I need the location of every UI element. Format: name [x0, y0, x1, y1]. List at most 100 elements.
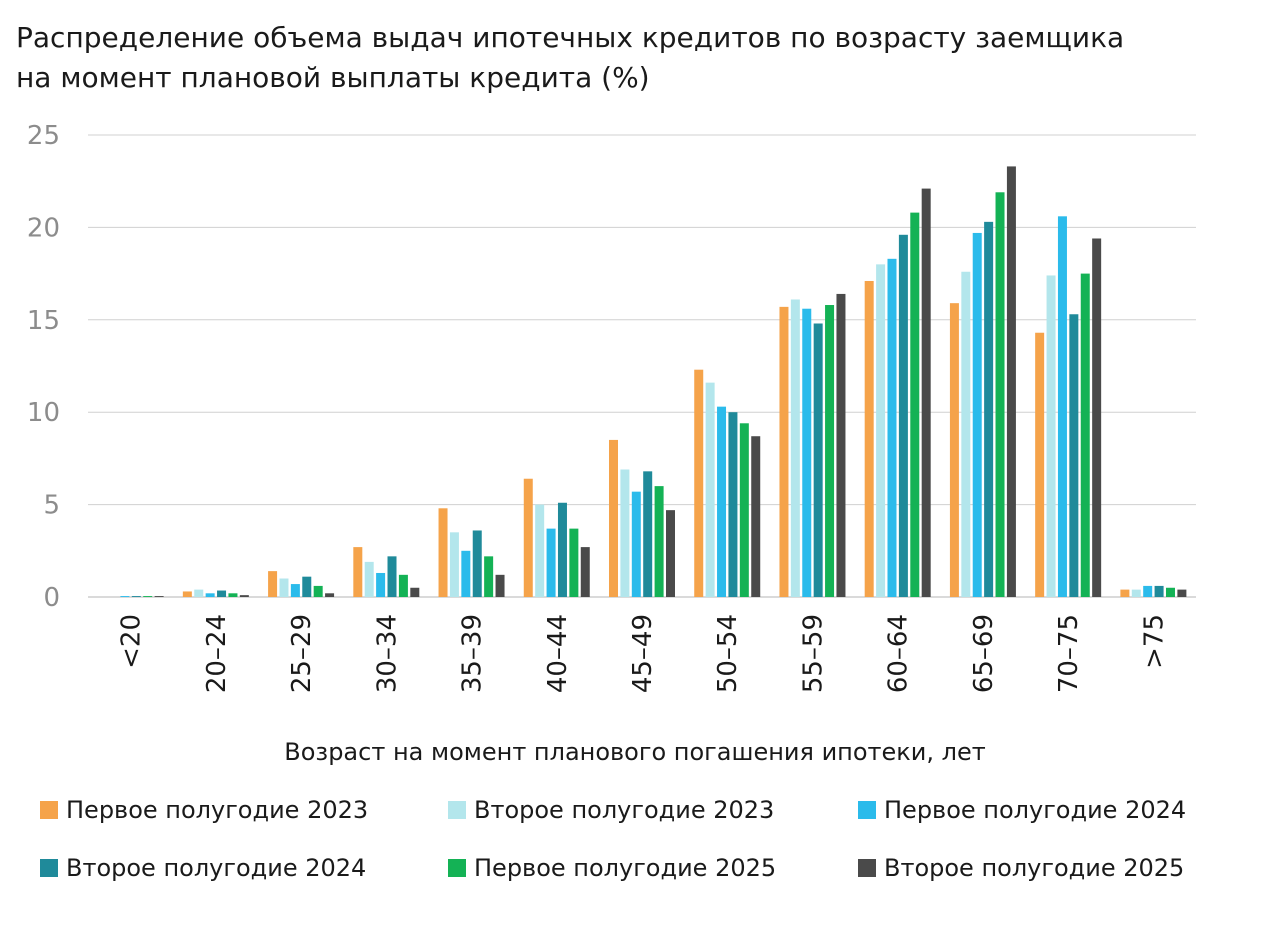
bar [1143, 585, 1153, 597]
x-tick-label: 35–39 [458, 614, 488, 693]
x-tick-label: 45–49 [628, 614, 658, 693]
legend-item-4: Второе полугодие 2024 [40, 854, 366, 882]
bar [609, 439, 618, 597]
bar [643, 471, 653, 597]
bar [1035, 332, 1045, 597]
bar [728, 412, 738, 597]
bar [484, 556, 494, 597]
bar [751, 436, 761, 597]
x-tick-label: 60–64 [884, 614, 914, 693]
legend-item-2: Второе полугодие 2023 [448, 796, 774, 824]
legend-swatch-6 [858, 859, 876, 877]
bar [1154, 585, 1164, 597]
x-tick-label: >75 [1139, 614, 1169, 669]
legend-swatch-3 [858, 801, 876, 819]
bar [120, 596, 130, 597]
bar [268, 571, 278, 597]
bar [325, 593, 335, 597]
bar [228, 593, 238, 597]
bar [972, 232, 982, 597]
bar [472, 530, 482, 597]
bar [825, 305, 835, 597]
bar [836, 293, 846, 597]
bar [620, 469, 630, 597]
bar [1046, 275, 1056, 597]
bar [1131, 589, 1141, 597]
bar [802, 308, 812, 597]
bar [1177, 589, 1187, 597]
bar [1092, 238, 1102, 597]
bar [1080, 273, 1090, 597]
bar [1165, 587, 1175, 597]
bar [666, 510, 675, 597]
bar [1069, 314, 1079, 597]
x-tick-label: 20–24 [202, 614, 232, 693]
bar [364, 561, 374, 597]
y-tick-label: 15 [27, 306, 60, 336]
bar [631, 491, 641, 597]
bar [1057, 216, 1067, 597]
legend-swatch-4 [40, 859, 58, 877]
x-tick-label: 55–59 [798, 614, 828, 693]
bar [239, 595, 249, 597]
bar [813, 323, 823, 597]
bar [654, 486, 664, 597]
bar [921, 188, 931, 598]
bar [961, 271, 971, 597]
bar [154, 596, 164, 597]
bar [995, 192, 1005, 597]
bar [143, 596, 153, 597]
legend-label-5: Первое полугодие 2025 [474, 854, 777, 882]
x-tick-label: 65–69 [969, 614, 999, 693]
bar [302, 576, 312, 597]
legend-item-6: Второе полугодие 2025 [858, 854, 1184, 882]
bar [194, 589, 204, 597]
bar [580, 547, 590, 597]
x-tick-label: 25–29 [287, 614, 317, 693]
legend-item-3: Первое полугодие 2024 [858, 796, 1186, 824]
legend-label-4: Второе полугодие 2024 [66, 854, 367, 882]
bar [546, 528, 556, 597]
bar [717, 406, 727, 597]
y-tick-label: 0 [43, 583, 60, 613]
bar [1006, 166, 1016, 597]
y-tick-label: 25 [27, 121, 60, 151]
bar [461, 550, 471, 597]
bar [410, 587, 420, 597]
bar [739, 423, 749, 597]
legend-label-2: Второе полугодие 2023 [474, 796, 775, 824]
bar [984, 221, 994, 597]
bar-chart: 0 5 10 15 20 25 <20 20–24 25–29 30–34 35–39 40–44 45… [27, 121, 1196, 693]
bar [313, 585, 323, 597]
legend-label-6: Второе полугодие 2025 [884, 854, 1185, 882]
bar [387, 556, 397, 597]
bar [376, 572, 386, 597]
bar [523, 478, 533, 597]
legend-label-1: Первое полугодие 2023 [66, 796, 369, 824]
bar [205, 593, 215, 597]
y-tick-label: 10 [27, 398, 60, 428]
x-tick-label: <20 [117, 614, 147, 669]
legend-item-1: Первое полугодие 2023 [40, 796, 368, 824]
bar [1120, 589, 1130, 597]
x-tick-label: 30–34 [372, 614, 402, 693]
bar [398, 574, 408, 597]
x-tick-label: 40–44 [543, 614, 573, 693]
bar [569, 528, 579, 597]
bar [438, 508, 448, 597]
bar [279, 578, 289, 597]
x-axis-label: Возраст на момент планового погашения ип… [284, 738, 986, 766]
legend-item-5: Первое полугодие 2025 [448, 854, 776, 882]
legend-swatch-1 [40, 801, 58, 819]
bar [217, 590, 227, 597]
bar [353, 547, 363, 597]
chart-title-line-2: на момент плановой выплаты кредита (%) [16, 61, 650, 94]
bar [535, 504, 545, 597]
y-tick-label: 5 [43, 491, 60, 521]
bar [694, 369, 704, 597]
x-tick-label: 50–54 [713, 614, 743, 693]
bar [779, 306, 789, 597]
bar [910, 212, 920, 597]
bar [131, 596, 141, 597]
chart-title: Распределение объема выдач ипотечных кре… [16, 18, 1256, 98]
